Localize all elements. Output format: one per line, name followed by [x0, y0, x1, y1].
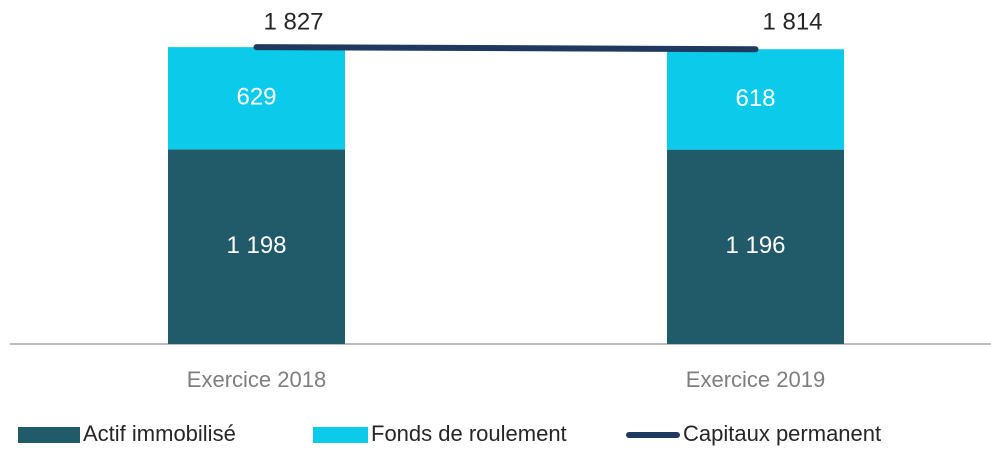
data-label: 618 [735, 85, 775, 112]
bar-segment [667, 149, 844, 344]
data-label: 1 814 [762, 8, 822, 35]
legend-swatch [18, 427, 80, 443]
data-label: 1 827 [263, 8, 323, 35]
bar-segment [168, 47, 345, 150]
legend-swatch [313, 427, 368, 443]
data-label: 629 [236, 84, 276, 111]
x-tick-label: Exercice 2018 [187, 367, 326, 392]
bar-segment [168, 149, 345, 344]
x-tick-label: Exercice 2019 [686, 367, 825, 392]
line [253, 44, 759, 53]
data-label: 1 196 [725, 232, 785, 259]
legend-label: Fonds de roulement [371, 421, 567, 446]
legend-label: Capitaux permanent [683, 421, 881, 446]
data-label: 1 198 [226, 232, 286, 259]
bar-segment [667, 49, 844, 150]
legend-label: Actif immobilisé [83, 421, 236, 446]
